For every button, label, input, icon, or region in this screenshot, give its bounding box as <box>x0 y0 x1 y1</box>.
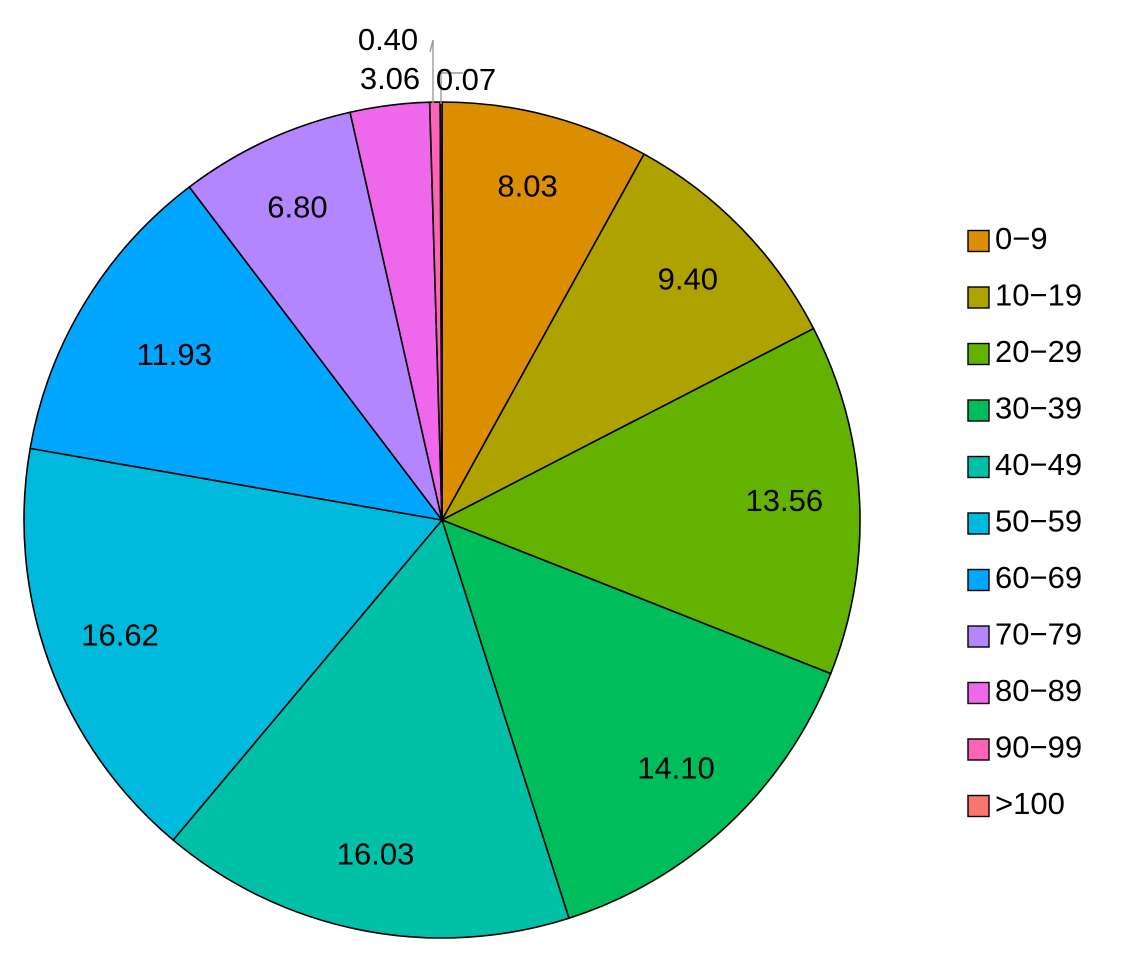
slice-label-60-69: 11.93 <box>137 337 212 372</box>
slice-label-70-79: 6.80 <box>267 189 327 224</box>
slice-label-20-29: 13.56 <box>746 483 824 518</box>
legend-label-100: >100 <box>995 786 1065 821</box>
legend-label-20-29: 20−29 <box>995 334 1082 369</box>
legend-label-10-19: 10−19 <box>995 278 1082 313</box>
slice-label-90-99: 0.40 <box>358 22 418 57</box>
slice-labels: 8.03 9.40 13.56 14.10 16.03 16.62 11.93 6.80 3.0… <box>81 22 823 871</box>
legend-swatch-10-19 <box>967 286 990 309</box>
legend-label-50-59: 50−59 <box>995 504 1082 539</box>
callout-line-90-99 <box>429 39 434 104</box>
legend: 0−9 10−19 20−29 30−39 40−49 50−59 60−69 70−79 80… <box>967 221 1082 821</box>
slice-label-10-19: 9.40 <box>658 261 718 296</box>
legend-label-80-89: 80−89 <box>995 673 1082 708</box>
pie-slice-30-39 <box>440 518 832 920</box>
legend-label-60-69: 60−69 <box>995 560 1082 595</box>
callout-lines <box>429 39 463 104</box>
slice-label-50-59: 16.62 <box>81 618 159 653</box>
slice-label-80-89: 3.06 <box>360 61 420 96</box>
legend-label-90-99: 90−99 <box>995 730 1082 765</box>
pie-slice-70-79 <box>188 111 443 521</box>
legend-swatch-30-39 <box>967 399 990 422</box>
legend-swatch-20-29 <box>967 342 990 366</box>
callout-line-100 <box>440 72 463 104</box>
legend-swatch-70-79 <box>967 625 990 648</box>
pie-slice-40-49 <box>172 518 570 939</box>
slice-label-40-49: 16.03 <box>337 836 415 871</box>
legend-swatch-40-49 <box>967 455 990 479</box>
legend-swatch-50-59 <box>967 512 990 535</box>
pie-slice-0-9 <box>441 101 646 521</box>
pie-slices <box>23 101 861 939</box>
legend-label-40-49: 40−49 <box>995 447 1082 482</box>
legend-swatch-90-99 <box>967 738 990 761</box>
legend-label-70-79: 70−79 <box>995 617 1082 652</box>
slice-label-0-9: 8.03 <box>497 168 557 203</box>
legend-label-0-9: 0−9 <box>995 221 1048 256</box>
legend-swatch-100 <box>967 794 990 818</box>
legend-swatch-0-9 <box>967 229 990 253</box>
legend-swatch-60-69 <box>967 568 990 592</box>
legend-swatch-80-89 <box>967 681 990 705</box>
pie-slice-60-69 <box>29 185 444 522</box>
legend-label-30-39: 30−39 <box>995 391 1082 426</box>
slice-label-30-39: 14.10 <box>637 751 715 786</box>
pie-slice-20-29 <box>440 327 861 675</box>
pie-slice-50-59 <box>23 447 444 842</box>
slice-label-100: 0.07 <box>436 62 496 97</box>
pie-slice-10-19 <box>440 152 815 522</box>
